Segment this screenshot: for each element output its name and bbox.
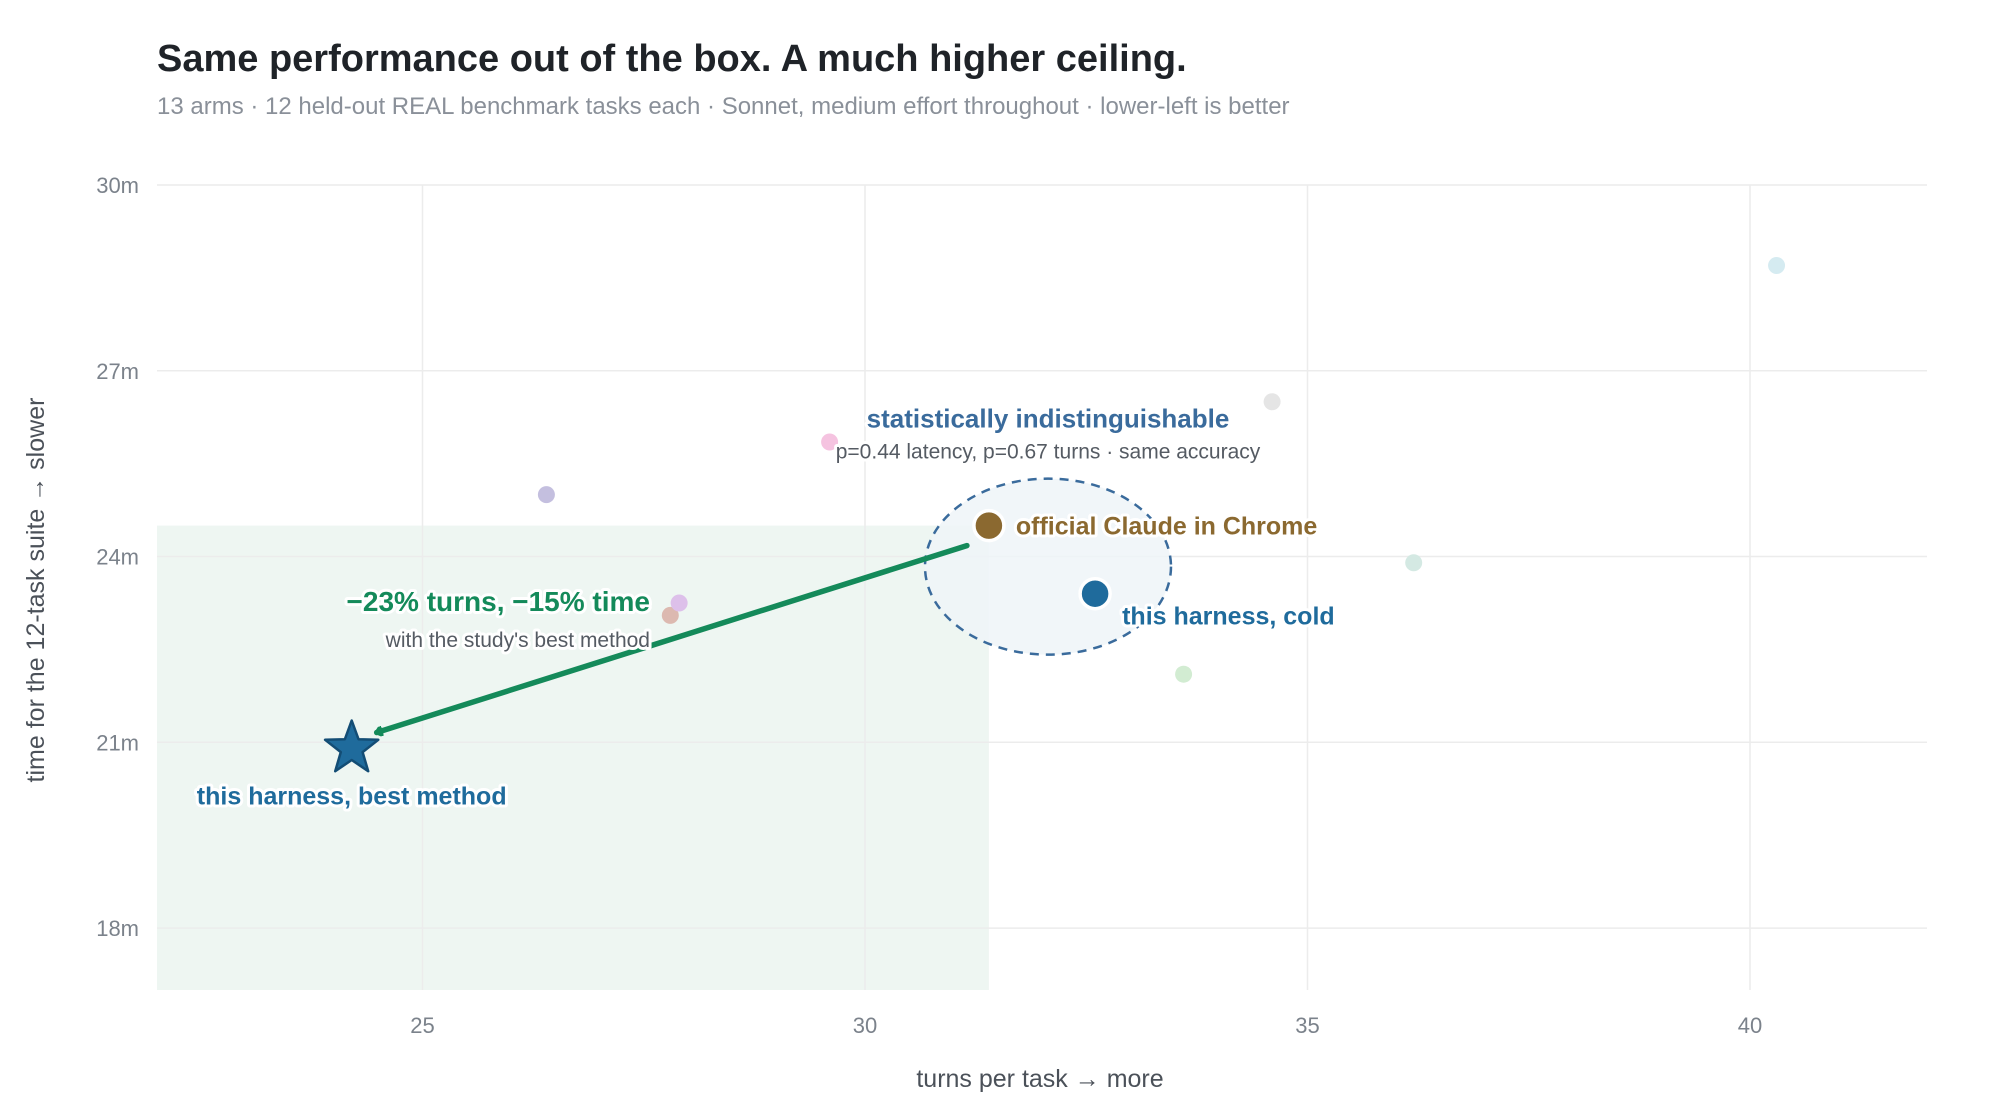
x-tick-label: 35	[1295, 1013, 1319, 1038]
ticks-layer: 25 30 35 40 18m 21m 24m 27m 30m	[96, 173, 1762, 1038]
indistinguishable-detail: p=0.44 latency, p=0.67 turns · same accu…	[836, 441, 1261, 464]
official-point	[972, 508, 1006, 543]
background-point	[1405, 554, 1423, 572]
indistinguishable-title: statistically indistinguishable	[867, 404, 1230, 434]
y-tick-label: 21m	[96, 730, 139, 755]
y-axis-label: time for the 12-task suite → slower	[22, 398, 50, 783]
background-point	[1263, 393, 1281, 411]
x-tick-label: 40	[1738, 1013, 1762, 1038]
chart-subtitle: 13 arms · 12 held-out REAL benchmark tas…	[157, 93, 1290, 120]
improvement-title: −23% turns, −15% time	[347, 586, 650, 617]
background-point	[661, 606, 679, 624]
background-point	[537, 486, 555, 504]
y-tick-label: 27m	[96, 359, 139, 384]
best-method-label: this harness, best method	[197, 783, 507, 811]
chart-title: Same performance out of the box. A much …	[157, 38, 1187, 80]
y-tick-label: 18m	[96, 916, 139, 941]
annotation-layer: statistically indistinguishable p=0.44 la…	[344, 401, 1264, 733]
background-point	[1175, 665, 1193, 683]
background-point	[1768, 257, 1786, 274]
improvement-arrow	[373, 542, 970, 733]
background-points-layer	[537, 257, 1786, 683]
x-tick-label: 30	[853, 1013, 877, 1038]
y-tick-label: 24m	[96, 545, 139, 570]
background-point	[670, 594, 688, 612]
x-axis-label: turns per task → more	[916, 1065, 1163, 1093]
x-tick-label: 25	[410, 1013, 434, 1038]
key-points-layer: official Claude in Chrome this harness, c…	[194, 508, 1338, 814]
highlight-region	[157, 525, 989, 990]
improvement-detail: with the study's best method	[385, 629, 650, 652]
cold-point-label: this harness, cold	[1122, 603, 1335, 631]
best-method-star	[323, 719, 380, 773]
highlight-region-layer	[157, 525, 989, 990]
official-point-label: official Claude in Chrome	[1016, 513, 1318, 541]
grid-layer	[157, 184, 1927, 990]
cold-point	[1078, 576, 1112, 611]
y-tick-label: 30m	[96, 173, 139, 198]
background-point	[821, 433, 839, 451]
